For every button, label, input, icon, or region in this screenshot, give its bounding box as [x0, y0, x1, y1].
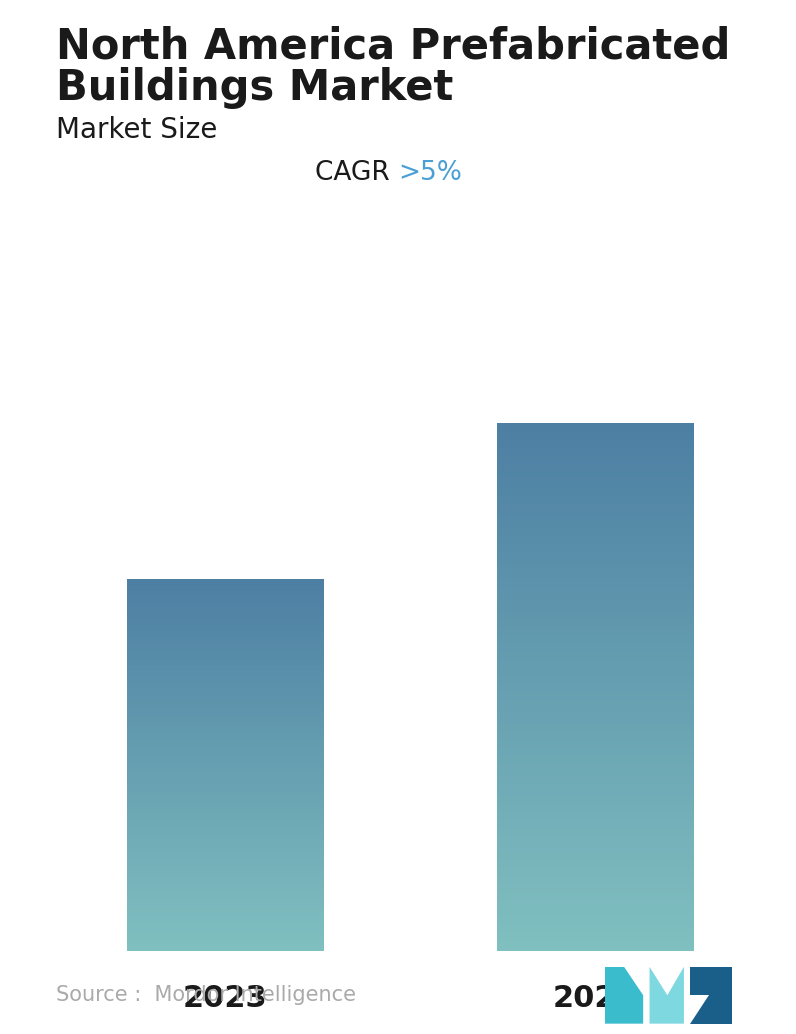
Text: Buildings Market: Buildings Market — [56, 67, 453, 110]
Text: North America Prefabricated: North America Prefabricated — [56, 26, 730, 68]
Text: Market Size: Market Size — [56, 116, 217, 144]
Text: CAGR: CAGR — [315, 160, 398, 186]
Text: 2028: 2028 — [552, 984, 637, 1013]
Text: Source :  Mordor Intelligence: Source : Mordor Intelligence — [56, 985, 356, 1005]
Text: 2023: 2023 — [183, 984, 267, 1013]
Text: >5%: >5% — [398, 160, 462, 186]
